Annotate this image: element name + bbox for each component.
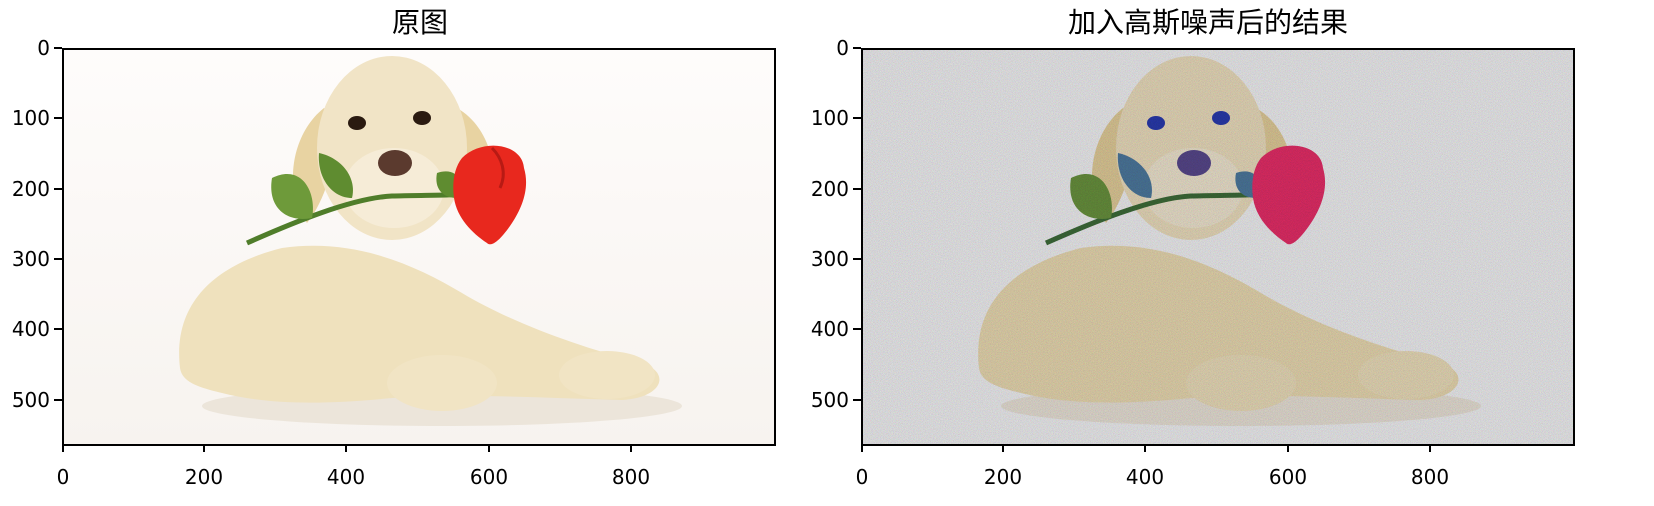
- y-tick-label: 200: [810, 177, 849, 201]
- y-tick-mark: [54, 188, 62, 190]
- y-tick-label: 500: [810, 388, 849, 412]
- dog-front-paw: [387, 355, 497, 411]
- x-tick-mark: [345, 444, 347, 452]
- dog-body: [179, 245, 660, 403]
- rose-leaf-2: [1117, 153, 1152, 198]
- x-tick-mark: [1287, 444, 1289, 452]
- x-tick-label: 600: [1268, 465, 1308, 489]
- rose-leaf-1: [271, 173, 313, 219]
- y-tick-label: 100: [11, 106, 50, 130]
- dog-muzzle: [344, 148, 444, 228]
- noisy-puppy-image: [861, 48, 1573, 444]
- rose-petal-detail: [490, 146, 505, 189]
- image-axes: 0 100 200 300 400 500 0 200 400 600 800: [12, 37, 776, 488]
- y-tick-label: 400: [810, 317, 849, 341]
- y-tick-mark: [54, 258, 62, 260]
- x-tick-label: 200: [184, 465, 224, 489]
- y-tick-mark: [853, 258, 861, 260]
- image-axes: 0 100 200 300 400 500 0 200 400 600 800: [811, 37, 1575, 488]
- x-tick-label: 0: [855, 465, 869, 489]
- noisy-image-panel: 加入高斯噪声后的结果: [811, 0, 1654, 506]
- axes-frame: [861, 48, 1575, 446]
- x-tick-mark: [203, 444, 205, 452]
- dog-nose: [1177, 150, 1211, 176]
- y-tick-mark: [853, 117, 861, 119]
- y-tick-label: 200: [11, 177, 50, 201]
- dog-muzzle: [1143, 148, 1243, 228]
- dog-nose: [378, 150, 412, 176]
- x-tick-mark: [1002, 444, 1004, 452]
- rose-flower: [1252, 145, 1326, 245]
- x-tick-label: 0: [56, 465, 70, 489]
- x-tick-mark: [630, 444, 632, 452]
- dog-back-paw: [559, 351, 655, 399]
- dog-eye-right: [1212, 111, 1230, 125]
- dog-front-paw: [1186, 355, 1296, 411]
- puppy-image: [62, 48, 774, 444]
- y-tick-label: 400: [11, 317, 50, 341]
- y-tick-label: 100: [810, 106, 849, 130]
- x-tick-label: 400: [326, 465, 366, 489]
- rose-flower: [453, 145, 527, 245]
- x-tick-mark: [861, 444, 863, 452]
- x-tick-mark: [62, 444, 64, 452]
- y-tick-label: 500: [11, 388, 50, 412]
- y-tick-label: 300: [11, 247, 50, 271]
- x-tick-label: 400: [1125, 465, 1165, 489]
- dog-body: [978, 245, 1459, 403]
- y-tick-mark: [853, 47, 861, 49]
- dog-back-paw: [1358, 351, 1454, 399]
- y-tick-mark: [54, 399, 62, 401]
- y-tick-mark: [853, 188, 861, 190]
- x-tick-label: 800: [611, 465, 651, 489]
- panel-title: 原图: [391, 6, 449, 39]
- dog-eye-left: [348, 116, 366, 130]
- x-tick-mark: [1429, 444, 1431, 452]
- y-tick-mark: [54, 328, 62, 330]
- original-image-panel: 原图: [12, 6, 776, 488]
- x-tick-mark: [488, 444, 490, 452]
- rose-leaf-1: [1070, 173, 1112, 219]
- y-tick-mark: [54, 47, 62, 49]
- x-tick-label: 200: [983, 465, 1023, 489]
- rose-leaf-2: [318, 153, 353, 198]
- x-tick-label: 800: [1410, 465, 1450, 489]
- y-tick-mark: [853, 328, 861, 330]
- y-tick-label: 0: [37, 36, 50, 60]
- axes-frame: [62, 48, 776, 446]
- y-tick-label: 0: [836, 36, 849, 60]
- y-tick-mark: [54, 117, 62, 119]
- panel-title: 加入高斯噪声后的结果: [1067, 6, 1349, 39]
- x-tick-mark: [1144, 444, 1146, 452]
- y-tick-label: 300: [810, 247, 849, 271]
- y-tick-mark: [853, 399, 861, 401]
- dog-eye-right: [413, 111, 431, 125]
- x-tick-label: 600: [469, 465, 509, 489]
- dog-eye-left: [1147, 116, 1165, 130]
